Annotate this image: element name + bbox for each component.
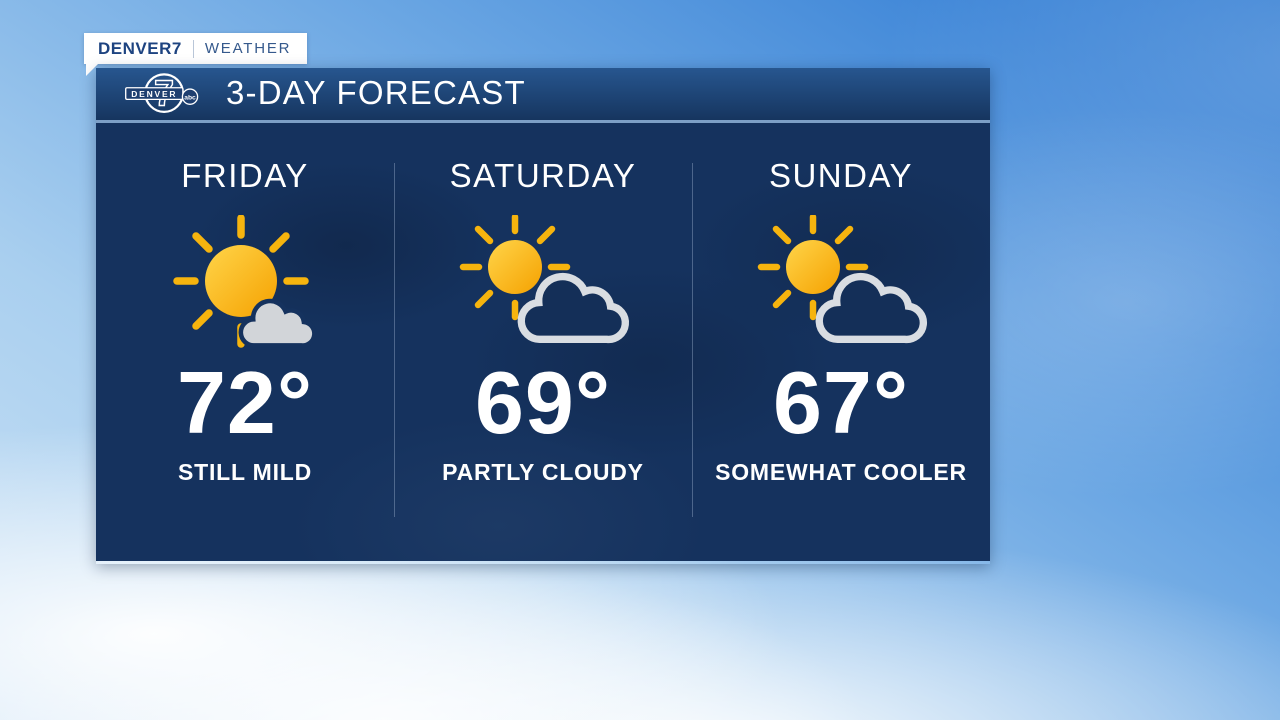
temperature: 72° bbox=[176, 353, 314, 452]
condition-label: PARTLY CLOUDY bbox=[442, 459, 644, 485]
temperature: 69° bbox=[474, 353, 612, 452]
day-name: FRIDAY bbox=[181, 157, 309, 194]
day-name: SUNDAY bbox=[768, 157, 914, 194]
temperature: 67° bbox=[772, 353, 910, 452]
logo-station-name: DENVER bbox=[131, 89, 177, 99]
sun-with-small-cloud-icon bbox=[173, 215, 317, 348]
day-column-sunday: SUNDAY bbox=[692, 123, 990, 561]
sun-behind-cloud-icon bbox=[459, 215, 629, 344]
condition-label: SOMEWHAT COOLER bbox=[715, 459, 967, 485]
condition-label: STILL MILD bbox=[177, 459, 313, 485]
panel-title: 3-DAY FORECAST bbox=[226, 74, 526, 111]
column-divider bbox=[692, 163, 693, 517]
day-name: SATURDAY bbox=[449, 157, 637, 194]
forecast-panel: 7 DENVER abc 3-DAY FORECAST FRIDAY bbox=[96, 68, 990, 564]
station-badge: DENVER7 WEATHER bbox=[84, 33, 308, 76]
panel-body: FRIDAY bbox=[96, 123, 990, 561]
day-column-friday: FRIDAY bbox=[96, 123, 394, 561]
logo-network-name: abc bbox=[184, 94, 196, 101]
column-divider bbox=[394, 163, 395, 517]
badge-brand-text: DENVER7 bbox=[98, 38, 182, 58]
sun-behind-cloud-icon bbox=[757, 215, 927, 344]
badge-divider bbox=[192, 39, 194, 58]
denver7-abc-logo-icon: 7 DENVER abc bbox=[125, 73, 199, 114]
day-column-saturday: SATURDAY bbox=[394, 123, 692, 561]
badge-section-text: WEATHER bbox=[204, 40, 292, 57]
panel-header: 7 DENVER abc 3-DAY FORECAST bbox=[96, 68, 990, 123]
